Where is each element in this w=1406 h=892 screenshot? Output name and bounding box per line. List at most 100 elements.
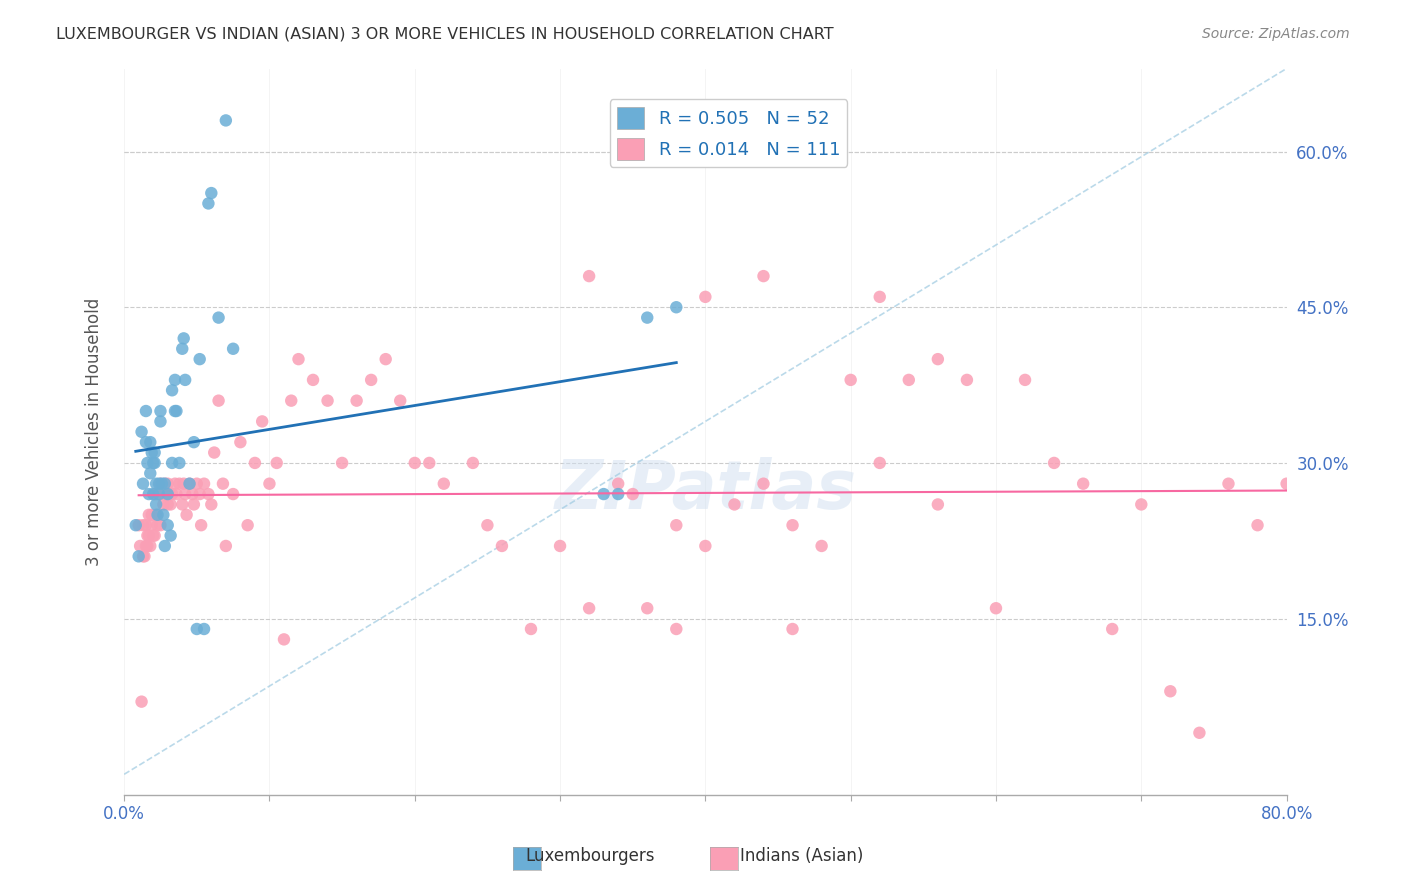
- Point: [215, 539, 238, 553]
- Point: [782, 518, 804, 533]
- Point: [621, 487, 644, 501]
- Point: [148, 487, 170, 501]
- Point: [636, 601, 658, 615]
- Point: [723, 498, 745, 512]
- Point: [139, 539, 162, 553]
- Point: [477, 518, 499, 533]
- Point: [592, 487, 614, 501]
- Point: [207, 393, 229, 408]
- Point: [752, 269, 775, 284]
- Point: [145, 487, 167, 501]
- Point: [607, 476, 630, 491]
- Point: [188, 487, 211, 501]
- Point: [330, 456, 353, 470]
- Point: [197, 487, 219, 501]
- Point: [927, 498, 949, 512]
- Point: [149, 518, 172, 533]
- Point: [190, 518, 212, 533]
- Point: [145, 508, 167, 522]
- Point: [150, 476, 173, 491]
- Point: [138, 487, 160, 501]
- Point: [143, 456, 166, 470]
- Text: Source: ZipAtlas.com: Source: ZipAtlas.com: [1202, 27, 1350, 41]
- Point: [145, 498, 167, 512]
- Point: [229, 435, 252, 450]
- Point: [250, 414, 273, 428]
- Point: [461, 456, 484, 470]
- Point: [156, 476, 179, 491]
- Point: [695, 539, 717, 553]
- Point: [183, 435, 205, 450]
- Point: [782, 622, 804, 636]
- Point: [131, 695, 153, 709]
- Point: [132, 476, 155, 491]
- Point: [153, 476, 176, 491]
- Point: [136, 456, 159, 470]
- Point: [139, 435, 162, 450]
- Point: [142, 487, 165, 501]
- Point: [491, 539, 513, 553]
- Point: [135, 518, 157, 533]
- Point: [280, 393, 302, 408]
- Point: [135, 539, 157, 553]
- Point: [548, 539, 571, 553]
- Point: [172, 342, 194, 356]
- Point: [1043, 456, 1066, 470]
- Point: [138, 508, 160, 522]
- Point: [173, 476, 195, 491]
- Point: [129, 539, 152, 553]
- Point: [152, 508, 174, 522]
- Point: [1014, 373, 1036, 387]
- Point: [149, 404, 172, 418]
- Point: [163, 373, 186, 387]
- Text: ZIPatlas: ZIPatlas: [554, 457, 856, 523]
- Point: [136, 528, 159, 542]
- Point: [138, 528, 160, 542]
- Point: [188, 352, 211, 367]
- Text: LUXEMBOURGER VS INDIAN (ASIAN) 3 OR MORE VEHICLES IN HOUSEHOLD CORRELATION CHART: LUXEMBOURGER VS INDIAN (ASIAN) 3 OR MORE…: [56, 27, 834, 42]
- Point: [143, 528, 166, 542]
- Point: [665, 622, 688, 636]
- Point: [141, 518, 163, 533]
- Point: [165, 487, 187, 501]
- Point: [316, 393, 339, 408]
- Point: [169, 476, 191, 491]
- Point: [134, 549, 156, 564]
- Point: [193, 622, 215, 636]
- Point: [520, 622, 543, 636]
- Point: [578, 269, 600, 284]
- Point: [236, 518, 259, 533]
- Point: [160, 384, 183, 398]
- Point: [1275, 476, 1298, 491]
- Point: [1071, 476, 1094, 491]
- Point: [142, 456, 165, 470]
- Point: [665, 300, 688, 314]
- Point: [125, 518, 148, 533]
- Point: [148, 476, 170, 491]
- Point: [173, 331, 195, 345]
- Text: Indians (Asian): Indians (Asian): [740, 847, 863, 865]
- Point: [1246, 518, 1268, 533]
- Point: [215, 113, 238, 128]
- Point: [193, 476, 215, 491]
- Point: [1159, 684, 1181, 698]
- Point: [132, 518, 155, 533]
- Point: [163, 404, 186, 418]
- Point: [207, 310, 229, 325]
- Point: [202, 445, 225, 459]
- Point: [186, 622, 208, 636]
- Point: [153, 487, 176, 501]
- Point: [128, 549, 150, 564]
- Point: [153, 476, 176, 491]
- Point: [163, 476, 186, 491]
- Point: [172, 498, 194, 512]
- Point: [222, 342, 245, 356]
- Point: [141, 508, 163, 522]
- Point: [159, 528, 181, 542]
- Point: [389, 393, 412, 408]
- Point: [159, 498, 181, 512]
- Point: [897, 373, 920, 387]
- Point: [607, 487, 630, 501]
- Point: [273, 632, 295, 647]
- Point: [186, 476, 208, 491]
